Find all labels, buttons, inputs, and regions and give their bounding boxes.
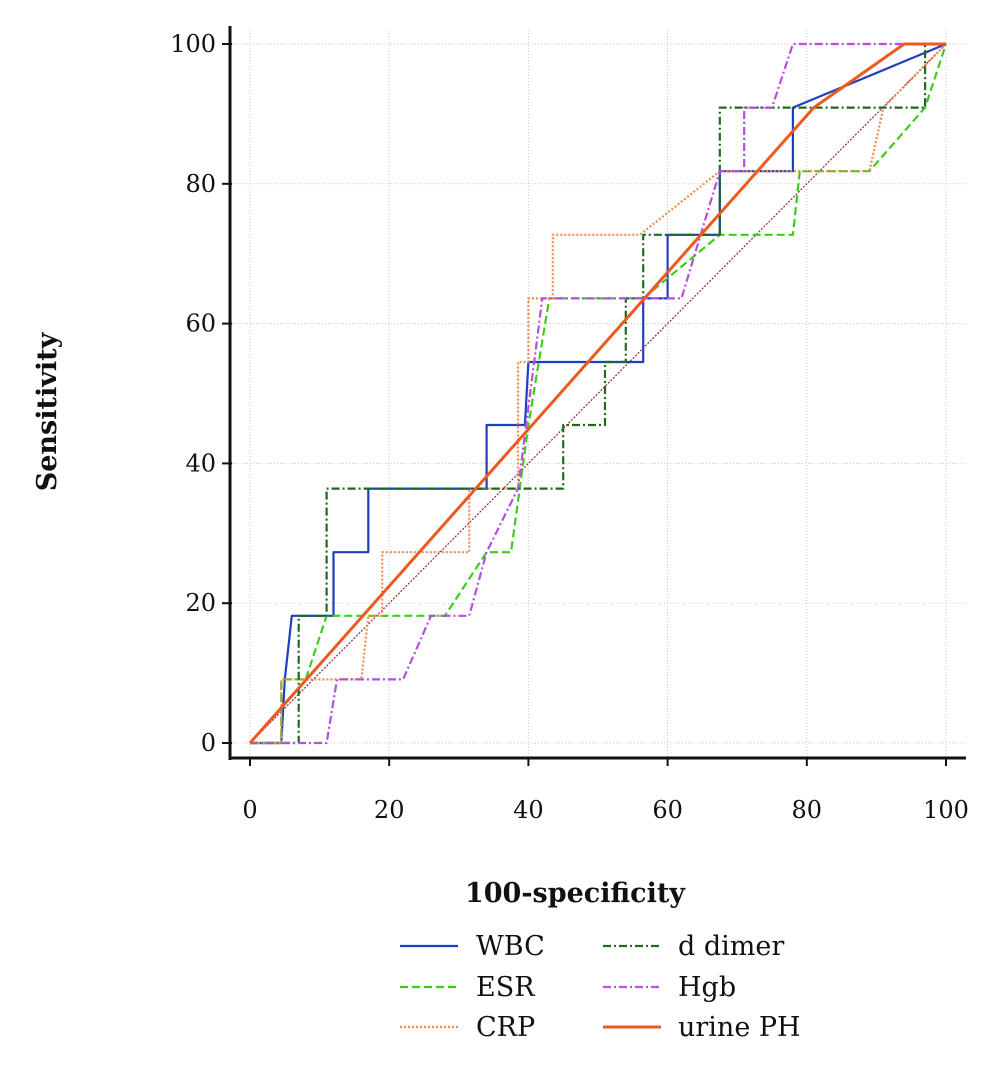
series-line-urine-ph: [248, 42, 946, 744]
y-tick-label: 20: [185, 589, 216, 617]
grid: [232, 30, 965, 758]
series-line-hgb: [250, 42, 946, 745]
legend: WBC ESR CRP d dimer Hgb urine PH: [400, 931, 801, 1043]
legend-label: Hgb: [678, 972, 736, 1003]
x-axis-title: 100-specificity: [465, 878, 686, 909]
reference-line: [249, 43, 947, 744]
legend-label: CRP: [476, 1012, 535, 1043]
x-tick-label: 40: [513, 796, 544, 824]
legend-label: urine PH: [678, 1012, 801, 1043]
y-tick-label: 100: [170, 30, 216, 58]
series-lines: [248, 42, 948, 745]
axes: [222, 26, 966, 766]
tick-labels: 0 20 40 60 80 100 0 20 40 60 80 100: [170, 30, 969, 824]
legend-label: WBC: [476, 931, 545, 962]
x-tick-label: 100: [923, 796, 969, 824]
x-tick-label: 20: [374, 796, 405, 824]
y-tick-label: 60: [185, 310, 216, 338]
y-axis-title: Sensitivity: [32, 331, 63, 491]
y-tick-label: 40: [185, 449, 216, 477]
legend-label: d dimer: [678, 931, 784, 962]
y-tick-label: 80: [185, 170, 216, 198]
y-tick-label: 0: [201, 729, 216, 757]
reference-diagonal: [249, 43, 947, 744]
x-tick-label: 60: [652, 796, 683, 824]
x-tick-label: 0: [242, 796, 257, 824]
series-line-crp: [250, 43, 947, 745]
x-tick-label: 80: [792, 796, 823, 824]
legend-label: ESR: [476, 972, 535, 1003]
